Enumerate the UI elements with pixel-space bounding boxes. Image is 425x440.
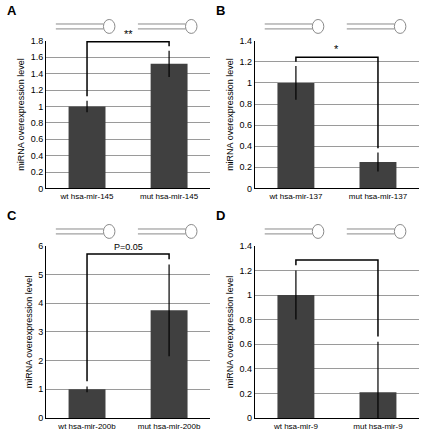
svg-text:1.6: 1.6	[31, 52, 44, 62]
svg-text:0: 0	[38, 413, 43, 423]
svg-text:miRNA overexpression level: miRNA overexpression level	[16, 58, 26, 171]
svg-text:1.4: 1.4	[31, 69, 44, 79]
svg-text:0.6: 0.6	[240, 120, 253, 130]
svg-text:*: *	[334, 43, 339, 55]
svg-text:C: C	[7, 208, 17, 223]
svg-text:mut hsa-mir-137: mut hsa-mir-137	[349, 192, 408, 201]
svg-text:0.4: 0.4	[240, 364, 253, 374]
svg-text:0: 0	[247, 184, 252, 194]
svg-text:**: **	[124, 28, 133, 40]
svg-text:0.8: 0.8	[240, 315, 253, 325]
svg-text:miRNA overexpression level: miRNA overexpression level	[24, 276, 34, 389]
svg-text:0.2: 0.2	[240, 162, 253, 172]
svg-text:1.2: 1.2	[240, 57, 253, 67]
svg-text:A: A	[7, 3, 17, 18]
svg-text:0.8: 0.8	[240, 99, 253, 109]
svg-text:mut hsa-mir-9: mut hsa-mir-9	[353, 422, 403, 431]
svg-text:1: 1	[247, 290, 252, 300]
svg-text:1: 1	[38, 384, 43, 394]
svg-text:1: 1	[247, 78, 252, 88]
svg-text:0: 0	[38, 184, 43, 194]
svg-text:0.4: 0.4	[240, 141, 253, 151]
svg-text:1.8: 1.8	[31, 36, 44, 46]
svg-text:miRNA overexpression level: miRNA overexpression level	[225, 276, 235, 389]
svg-text:1: 1	[38, 102, 43, 112]
svg-text:5: 5	[38, 270, 43, 280]
svg-text:miRNA overexpression level: miRNA overexpression level	[225, 58, 235, 171]
svg-text:4: 4	[38, 298, 43, 308]
svg-text:1.4: 1.4	[240, 36, 253, 46]
svg-text:wt hsa-mir-9: wt hsa-mir-9	[273, 422, 319, 431]
svg-text:1.2: 1.2	[31, 85, 44, 95]
svg-text:2: 2	[38, 356, 43, 366]
svg-text:B: B	[216, 3, 225, 18]
svg-text:3: 3	[38, 327, 43, 337]
svg-text:0.8: 0.8	[31, 118, 44, 128]
svg-text:P=0.05: P=0.05	[114, 242, 143, 252]
svg-text:0.2: 0.2	[31, 167, 44, 177]
svg-text:6: 6	[38, 241, 43, 251]
svg-text:0: 0	[247, 413, 252, 423]
svg-text:mut hsa-mir-145: mut hsa-mir-145	[140, 192, 199, 201]
svg-text:1.2: 1.2	[240, 266, 253, 276]
svg-text:0.6: 0.6	[31, 134, 44, 144]
svg-text:mut hsa-mir-200b: mut hsa-mir-200b	[138, 422, 201, 431]
svg-text:1.4: 1.4	[240, 241, 253, 251]
svg-text:D: D	[216, 208, 225, 223]
svg-text:wt hsa-mir-200b: wt hsa-mir-200b	[57, 422, 116, 431]
svg-text:0.4: 0.4	[31, 151, 44, 161]
svg-text:wt hsa-mir-145: wt hsa-mir-145	[60, 192, 114, 201]
svg-text:0.2: 0.2	[240, 389, 253, 399]
svg-text:0.6: 0.6	[240, 339, 253, 349]
svg-text:wt hsa-mir-137: wt hsa-mir-137	[268, 192, 322, 201]
